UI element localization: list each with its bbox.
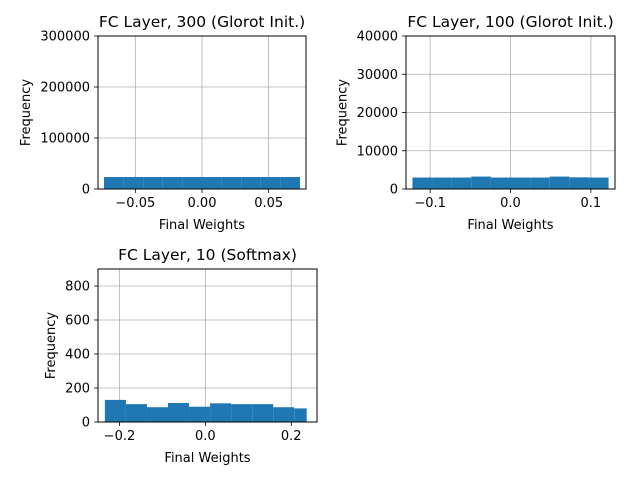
x-tick-label: 0.0	[500, 196, 521, 211]
histogram-bar	[146, 407, 168, 422]
y-axis-label: Frequency	[44, 312, 59, 379]
x-tick-label: −0.1	[414, 196, 446, 211]
y-tick-label: 10000	[357, 144, 398, 159]
y-tick-label: 300000	[40, 30, 90, 45]
chart-panel-3: −0.2 0.0 0.2 0 200 400 600 800 FC Layer, 10 (Sof…	[44, 246, 318, 466]
histogram-bar	[530, 177, 550, 189]
x-tick-label: 0.05	[254, 196, 283, 211]
histogram-bar	[432, 177, 452, 189]
histogram-bar	[549, 176, 570, 189]
histogram-bar	[490, 177, 511, 189]
chart-panel-1: −0.05 0.00 0.05 0 100000 200000 300000 FC Layer…	[19, 13, 307, 233]
histogram-bar	[471, 176, 491, 189]
histogram-bar	[241, 177, 261, 189]
chart-title: FC Layer, 300 (Glorot Init.)	[99, 13, 305, 31]
y-tick-label: 40000	[357, 30, 398, 45]
x-tick-label: −0.2	[104, 429, 136, 444]
x-tick-label: 0.1	[581, 196, 602, 211]
histogram-bar	[294, 408, 307, 422]
y-tick-label: 100000	[40, 132, 90, 147]
x-tick-label: 0.00	[188, 196, 217, 211]
y-tick-label: 0	[82, 416, 90, 431]
histogram-bar	[588, 177, 609, 189]
y-axis-label: Frequency	[336, 79, 351, 146]
histogram-bar	[252, 404, 274, 422]
histogram-bar	[143, 177, 163, 189]
x-tick-label: 0.0	[195, 429, 216, 444]
histogram-bar	[510, 177, 531, 189]
x-axis-label: Final Weights	[467, 218, 553, 233]
x-axis-label: Final Weights	[159, 218, 245, 233]
histogram-bar	[189, 406, 211, 422]
histogram-bar	[280, 177, 300, 189]
y-axis-label: Frequency	[19, 79, 34, 146]
histogram-bar	[162, 177, 183, 189]
histogram-bar	[123, 177, 144, 189]
histogram-bar	[451, 177, 472, 189]
histogram-bar	[167, 402, 190, 422]
y-tick-label: 400	[65, 348, 90, 363]
x-tick-label: 0.2	[281, 429, 302, 444]
x-tick-label: −0.05	[115, 196, 155, 211]
histogram-bar	[231, 404, 253, 422]
y-tick-label: 200	[65, 382, 90, 397]
y-tick-label: 20000	[357, 106, 398, 121]
y-tick-label: 200000	[40, 81, 90, 96]
histogram-bar	[125, 404, 147, 422]
histogram-bar	[104, 399, 126, 422]
y-tick-label: 600	[65, 314, 90, 329]
x-axis-label: Final Weights	[164, 451, 250, 466]
histogram-bar	[104, 177, 124, 189]
y-tick-label: 0	[390, 183, 398, 198]
y-tick-label: 800	[65, 280, 90, 295]
histogram-bar	[202, 177, 222, 189]
histogram-bar	[412, 177, 433, 189]
axes-frame	[97, 268, 318, 423]
histogram-bar	[182, 177, 202, 189]
histogram-bar	[569, 177, 589, 189]
histogram-bar	[273, 407, 295, 422]
y-tick-label: 0	[82, 183, 90, 198]
histogram-bar	[210, 403, 232, 422]
chart-title: FC Layer, 100 (Glorot Init.)	[407, 13, 613, 31]
chart-panel-2: −0.1 0.0 0.1 0 10000 20000 30000 40000 FC Layer,…	[336, 13, 616, 233]
histogram-bar	[260, 177, 281, 189]
chart-title: FC Layer, 10 (Softmax)	[118, 246, 297, 264]
histogram-bar	[221, 177, 242, 189]
y-tick-label: 30000	[357, 68, 398, 83]
